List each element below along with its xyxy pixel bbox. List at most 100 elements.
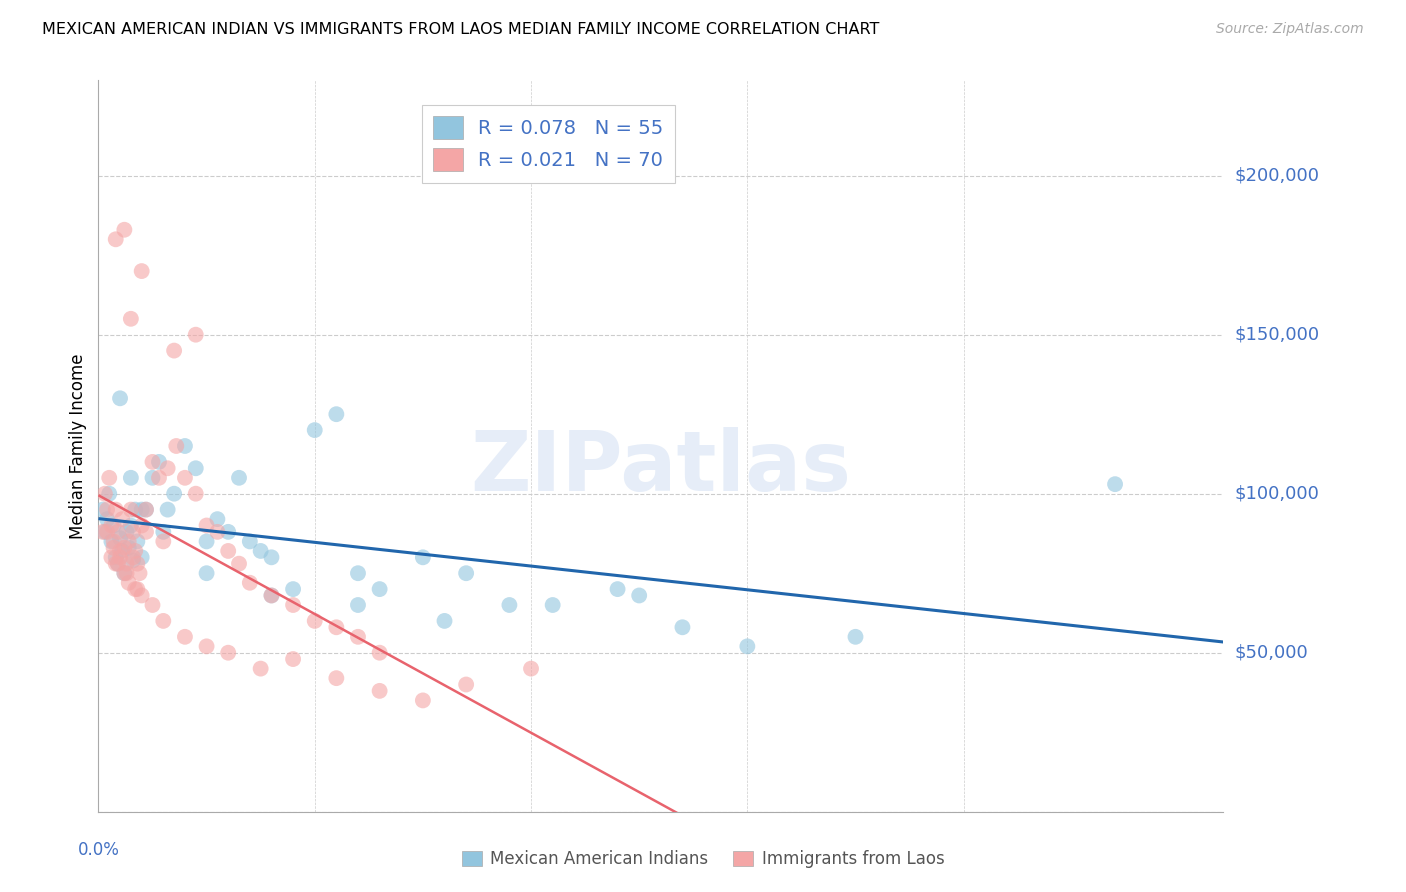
Point — [141, 598, 163, 612]
Y-axis label: Median Family Income: Median Family Income — [69, 353, 87, 539]
Point — [124, 502, 146, 516]
Text: $100,000: $100,000 — [1234, 484, 1319, 503]
Point — [156, 502, 179, 516]
Text: MEXICAN AMERICAN INDIAN VS IMMIGRANTS FROM LAOS MEDIAN FAMILY INCOME CORRELATION: MEXICAN AMERICAN INDIAN VS IMMIGRANTS FR… — [42, 22, 880, 37]
Point — [124, 544, 146, 558]
Point — [325, 671, 347, 685]
Point — [347, 630, 370, 644]
Point — [94, 524, 117, 539]
Point — [120, 471, 142, 485]
Point — [141, 471, 163, 485]
Point — [108, 544, 131, 558]
Point — [207, 524, 229, 539]
Point — [412, 693, 434, 707]
Point — [347, 566, 370, 581]
Point — [368, 582, 391, 596]
Point — [249, 662, 271, 676]
Point — [844, 630, 866, 644]
Point — [131, 589, 153, 603]
Point — [148, 455, 170, 469]
Point — [103, 534, 125, 549]
Point — [131, 550, 153, 565]
Point — [112, 541, 135, 555]
Point — [107, 524, 129, 539]
Point — [152, 524, 174, 539]
Point — [260, 550, 283, 565]
Point — [239, 575, 262, 590]
Point — [325, 407, 347, 421]
Point — [260, 589, 283, 603]
Point — [100, 550, 122, 565]
Point — [148, 471, 170, 485]
Point — [127, 582, 149, 596]
Point — [98, 486, 121, 500]
Point — [115, 524, 138, 539]
Point — [347, 598, 370, 612]
Point — [91, 502, 114, 516]
Point — [165, 439, 187, 453]
Point — [94, 486, 117, 500]
Point — [108, 531, 131, 545]
Point — [281, 598, 304, 612]
Point — [228, 471, 250, 485]
Point — [281, 582, 304, 596]
Point — [325, 620, 347, 634]
Point — [120, 502, 142, 516]
Point — [156, 461, 179, 475]
Text: $200,000: $200,000 — [1234, 167, 1319, 185]
Point — [207, 512, 229, 526]
Point — [184, 461, 207, 475]
Point — [174, 630, 197, 644]
Point — [118, 575, 141, 590]
Point — [115, 566, 138, 581]
Point — [628, 589, 651, 603]
Point — [135, 502, 157, 516]
Point — [104, 232, 127, 246]
Point — [498, 598, 520, 612]
Point — [104, 557, 127, 571]
Point — [112, 223, 135, 237]
Point — [122, 524, 145, 539]
Point — [217, 646, 239, 660]
Point — [228, 557, 250, 571]
Point — [304, 423, 326, 437]
Point — [112, 566, 135, 581]
Point — [456, 566, 478, 581]
Point — [131, 502, 153, 516]
Text: $50,000: $50,000 — [1234, 644, 1308, 662]
Point — [120, 311, 142, 326]
Point — [135, 524, 157, 539]
Point — [520, 662, 543, 676]
Point — [96, 524, 118, 539]
Text: 0.0%: 0.0% — [77, 841, 120, 859]
Point — [111, 512, 134, 526]
Point — [368, 646, 391, 660]
Text: ZIPatlas: ZIPatlas — [471, 427, 851, 508]
Point — [217, 544, 239, 558]
Point — [127, 534, 149, 549]
Legend: R = 0.078   N = 55, R = 0.021   N = 70: R = 0.078 N = 55, R = 0.021 N = 70 — [422, 104, 675, 183]
Point — [120, 518, 142, 533]
Point — [217, 524, 239, 539]
Point — [96, 512, 118, 526]
Point — [239, 534, 262, 549]
Point — [131, 518, 153, 533]
Point — [124, 582, 146, 596]
Point — [141, 455, 163, 469]
Point — [152, 614, 174, 628]
Point — [368, 684, 391, 698]
Point — [107, 557, 129, 571]
Point — [184, 327, 207, 342]
Point — [135, 502, 157, 516]
Point — [108, 550, 131, 565]
Point — [195, 640, 218, 654]
Point — [104, 502, 127, 516]
Point — [98, 471, 121, 485]
Point — [456, 677, 478, 691]
Point — [104, 550, 127, 565]
Point — [163, 486, 186, 500]
Point — [118, 541, 141, 555]
Point — [100, 518, 122, 533]
Point — [111, 544, 134, 558]
Point — [163, 343, 186, 358]
